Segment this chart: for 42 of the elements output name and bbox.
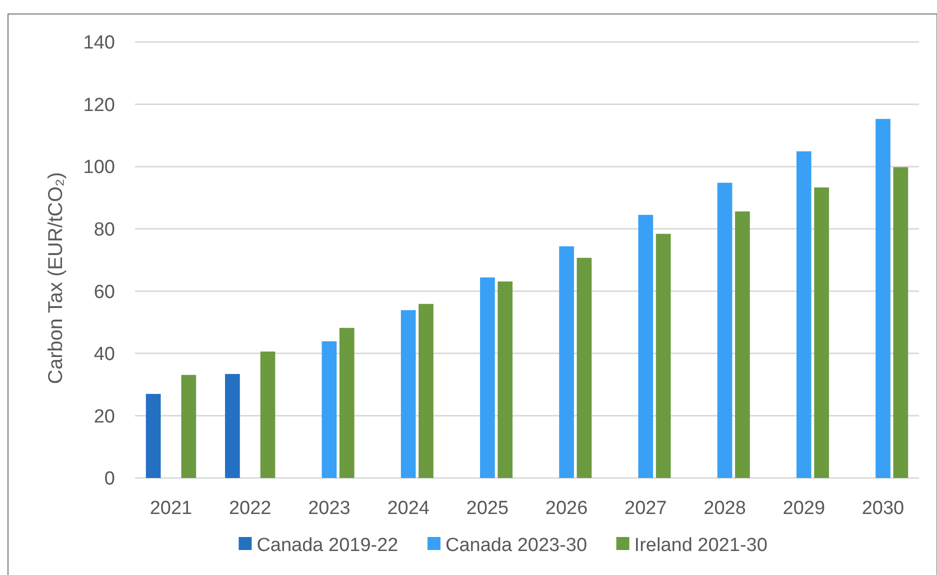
bar xyxy=(814,187,829,478)
bar xyxy=(225,374,240,478)
x-tick-label: 2025 xyxy=(466,498,509,519)
y-tick-label: 100 xyxy=(83,157,115,178)
bar xyxy=(893,167,908,478)
x-tick-label: 2023 xyxy=(308,498,350,519)
bar xyxy=(638,214,654,478)
bar xyxy=(260,352,276,478)
x-tick-label: 2022 xyxy=(228,498,272,519)
y-tick-label: 60 xyxy=(94,282,115,303)
bar xyxy=(339,328,354,478)
bar xyxy=(796,151,812,478)
x-tick-label: 2024 xyxy=(387,498,430,519)
x-tick-label: 2026 xyxy=(545,498,588,519)
bar xyxy=(735,211,750,478)
bar xyxy=(322,341,337,478)
y-tick-label: 120 xyxy=(83,94,115,116)
x-tick-label: 2027 xyxy=(624,498,667,519)
bar xyxy=(559,246,574,478)
bar xyxy=(576,258,592,478)
bar xyxy=(480,277,495,478)
y-tick-label: 0 xyxy=(104,468,115,490)
x-tick-label: 2028 xyxy=(704,498,746,519)
bar xyxy=(400,310,416,478)
x-tick-label: 2021 xyxy=(150,498,192,519)
bar xyxy=(181,374,196,478)
legend-label: Canada 2023-30 xyxy=(446,535,588,556)
y-axis-title: Carbon Tax (EUR/tCO₂) xyxy=(45,172,67,384)
y-tick-label: 140 xyxy=(83,32,115,54)
x-tick-label: 2030 xyxy=(862,498,904,519)
bar xyxy=(717,182,732,478)
bar xyxy=(498,281,513,478)
bar xyxy=(876,118,890,478)
y-tick-label: 80 xyxy=(94,220,115,241)
legend-label: Canada 2019-22 xyxy=(256,535,398,556)
legend-label: Ireland 2021-30 xyxy=(634,535,768,556)
x-tick-label: 2029 xyxy=(782,498,826,519)
bar xyxy=(146,394,161,478)
y-tick-label: 40 xyxy=(94,344,115,366)
bar xyxy=(418,304,434,478)
bar xyxy=(656,234,671,478)
y-tick-label: 20 xyxy=(94,406,115,428)
